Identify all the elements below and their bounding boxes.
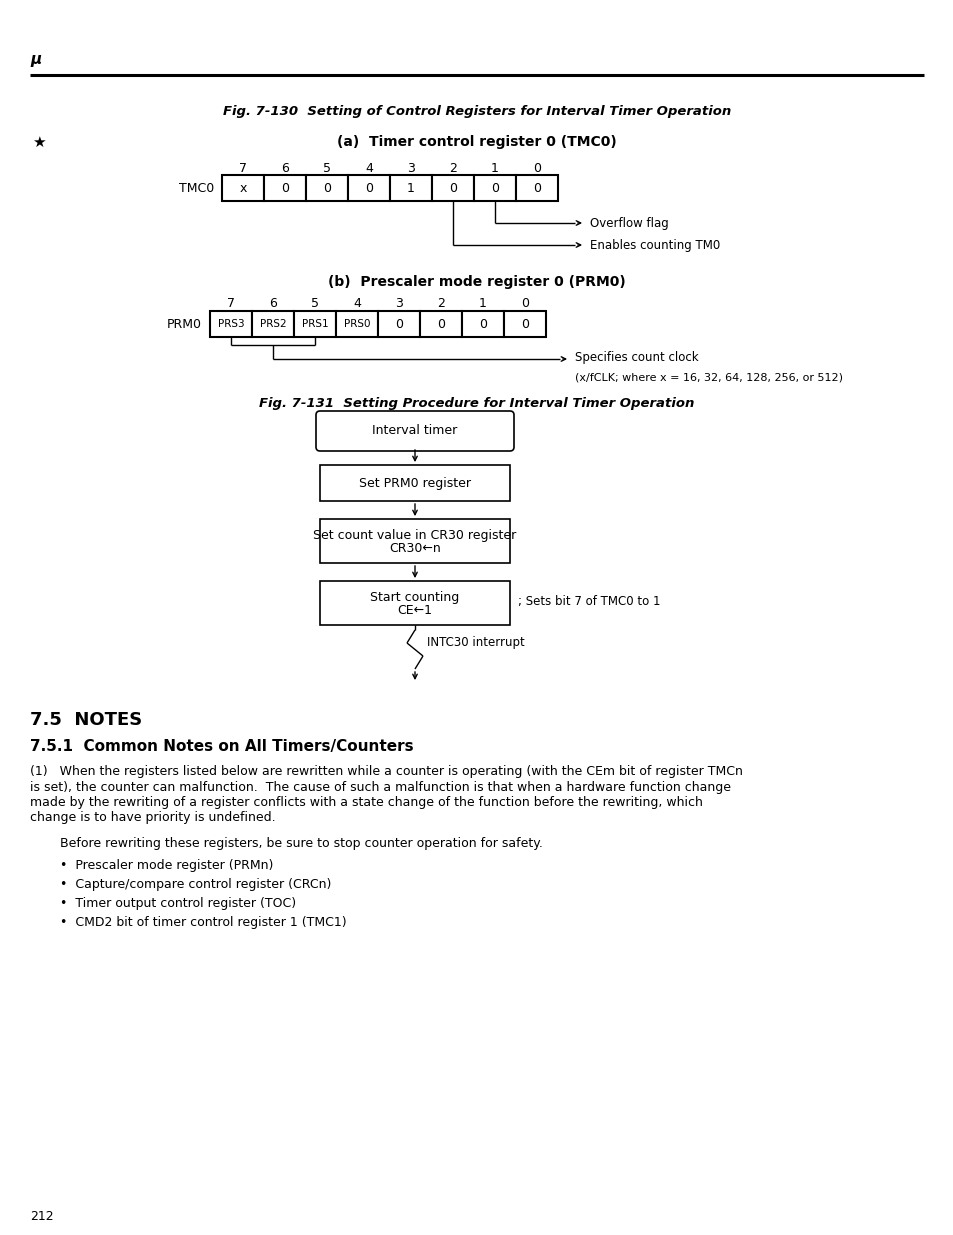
Text: 1: 1	[491, 162, 498, 175]
Text: Set PRM0 register: Set PRM0 register	[358, 477, 471, 489]
Text: PRM0: PRM0	[167, 317, 202, 331]
Text: change is to have priority is undefined.: change is to have priority is undefined.	[30, 811, 275, 825]
Text: 4: 4	[353, 296, 360, 310]
Text: 0: 0	[533, 162, 540, 175]
Text: •  Prescaler mode register (PRMn): • Prescaler mode register (PRMn)	[60, 860, 274, 872]
Text: Start counting: Start counting	[370, 590, 459, 604]
Bar	[419, 311, 461, 337]
Bar	[264, 175, 306, 201]
Text: CE←1: CE←1	[397, 604, 432, 618]
Text: 5: 5	[323, 162, 331, 175]
Text: PRS2: PRS2	[259, 319, 286, 329]
Text: 6: 6	[281, 162, 289, 175]
Text: 1: 1	[407, 182, 415, 194]
Bar	[474, 175, 516, 201]
Text: 7.5  NOTES: 7.5 NOTES	[30, 711, 142, 729]
Text: x: x	[239, 182, 247, 194]
Text: 2: 2	[449, 162, 456, 175]
Text: 4: 4	[365, 162, 373, 175]
Text: PRS3: PRS3	[217, 319, 244, 329]
Bar	[252, 311, 294, 337]
Text: 2: 2	[436, 296, 444, 310]
Text: TMC0: TMC0	[178, 182, 213, 194]
Text: 3: 3	[407, 162, 415, 175]
Bar	[348, 175, 390, 201]
Text: 0: 0	[449, 182, 456, 194]
Bar	[390, 175, 432, 201]
Text: made by the rewriting of a register conflicts with a state change of the functio: made by the rewriting of a register conf…	[30, 797, 702, 809]
Text: PRS1: PRS1	[301, 319, 328, 329]
Text: (b)  Prescaler mode register 0 (PRM0): (b) Prescaler mode register 0 (PRM0)	[328, 275, 625, 289]
Text: 7: 7	[239, 162, 247, 175]
Text: is set), the counter can malfunction.  The cause of such a malfunction is that w: is set), the counter can malfunction. Th…	[30, 781, 730, 794]
Text: (1)   When the registers listed below are rewritten while a counter is operating: (1) When the registers listed below are …	[30, 764, 742, 778]
Text: (a)  Timer control register 0 (TMC0): (a) Timer control register 0 (TMC0)	[336, 135, 617, 149]
Text: 0: 0	[520, 296, 529, 310]
Text: 7: 7	[227, 296, 234, 310]
Text: Before rewriting these registers, be sure to stop counter operation for safety.: Before rewriting these registers, be sur…	[60, 837, 542, 850]
Text: 0: 0	[520, 317, 529, 331]
Bar	[319, 466, 510, 501]
Text: 5: 5	[311, 296, 318, 310]
Text: (x/fCLK; where x = 16, 32, 64, 128, 256, or 512): (x/fCLK; where x = 16, 32, 64, 128, 256,…	[575, 372, 842, 382]
Text: •  CMD2 bit of timer control register 1 (TMC1): • CMD2 bit of timer control register 1 (…	[60, 916, 346, 929]
Text: Set count value in CR30 register: Set count value in CR30 register	[313, 529, 517, 541]
Text: Specifies count clock: Specifies count clock	[575, 352, 698, 364]
Text: 0: 0	[478, 317, 486, 331]
Text: 6: 6	[269, 296, 276, 310]
Bar	[294, 311, 335, 337]
Bar	[210, 311, 252, 337]
Text: •  Timer output control register (TOC): • Timer output control register (TOC)	[60, 897, 295, 910]
Bar	[516, 175, 558, 201]
Text: CR30←n: CR30←n	[389, 542, 440, 556]
Bar	[222, 175, 264, 201]
Bar	[319, 519, 510, 563]
Bar	[461, 311, 503, 337]
Bar	[306, 175, 348, 201]
Text: 0: 0	[281, 182, 289, 194]
FancyBboxPatch shape	[315, 411, 514, 451]
Bar	[319, 580, 510, 625]
Text: 7.5.1  Common Notes on All Timers/Counters: 7.5.1 Common Notes on All Timers/Counter…	[30, 739, 414, 755]
Text: 212: 212	[30, 1210, 53, 1223]
Text: 0: 0	[395, 317, 402, 331]
Text: Overflow flag: Overflow flag	[589, 216, 668, 230]
Text: 0: 0	[323, 182, 331, 194]
Text: Fig. 7-130  Setting of Control Registers for Interval Timer Operation: Fig. 7-130 Setting of Control Registers …	[223, 105, 730, 119]
Text: Interval timer: Interval timer	[372, 425, 457, 437]
Bar	[377, 311, 419, 337]
Text: μ: μ	[30, 52, 41, 67]
Text: 1: 1	[478, 296, 486, 310]
Text: PRS0: PRS0	[343, 319, 370, 329]
Text: •  Capture/compare control register (CRCn): • Capture/compare control register (CRCn…	[60, 878, 331, 890]
Text: Enables counting TM0: Enables counting TM0	[589, 238, 720, 252]
Bar	[432, 175, 474, 201]
Bar	[335, 311, 377, 337]
Text: 0: 0	[365, 182, 373, 194]
Text: 3: 3	[395, 296, 402, 310]
Text: 0: 0	[491, 182, 498, 194]
Text: ★: ★	[32, 135, 46, 149]
Text: Fig. 7-131  Setting Procedure for Interval Timer Operation: Fig. 7-131 Setting Procedure for Interva…	[259, 396, 694, 410]
Text: INTC30 interrupt: INTC30 interrupt	[427, 636, 524, 650]
Text: ; Sets bit 7 of TMC0 to 1: ; Sets bit 7 of TMC0 to 1	[517, 594, 659, 608]
Bar	[503, 311, 545, 337]
Text: 0: 0	[436, 317, 444, 331]
Text: 0: 0	[533, 182, 540, 194]
